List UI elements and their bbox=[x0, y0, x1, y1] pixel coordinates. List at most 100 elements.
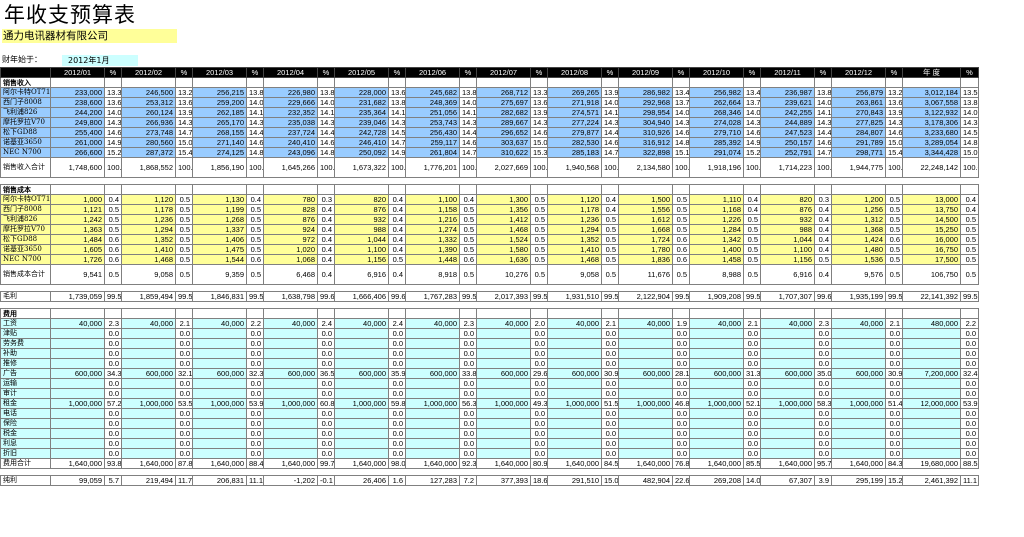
value-cell[interactable]: 1,156 bbox=[334, 254, 389, 265]
value-cell[interactable]: 1,856,190 bbox=[192, 157, 247, 178]
value-cell[interactable]: 1,268 bbox=[192, 214, 247, 225]
value-cell[interactable]: 285,392 bbox=[689, 137, 744, 148]
value-cell[interactable]: 256,430 bbox=[405, 127, 460, 138]
value-cell[interactable] bbox=[902, 358, 961, 369]
value-cell[interactable] bbox=[689, 338, 744, 349]
value-cell[interactable] bbox=[689, 388, 744, 399]
value-cell[interactable] bbox=[334, 408, 389, 419]
value-cell[interactable]: 270,843 bbox=[831, 107, 886, 118]
value-cell[interactable] bbox=[405, 428, 460, 439]
value-cell[interactable]: 1,714,223 bbox=[760, 157, 815, 178]
value-cell[interactable]: 240,410 bbox=[263, 137, 318, 148]
value-cell[interactable]: 1,000,000 bbox=[547, 398, 602, 409]
value-cell[interactable]: 282,530 bbox=[547, 137, 602, 148]
value-cell[interactable]: 259,200 bbox=[192, 97, 247, 108]
value-cell[interactable] bbox=[263, 408, 318, 419]
value-cell[interactable]: 40,000 bbox=[334, 318, 389, 329]
value-cell[interactable]: 600,000 bbox=[192, 368, 247, 379]
value-cell[interactable] bbox=[831, 338, 886, 349]
value-cell[interactable]: 10,276 bbox=[476, 264, 531, 285]
value-cell[interactable]: 99,059 bbox=[50, 475, 105, 486]
value-cell[interactable] bbox=[476, 408, 531, 419]
value-cell[interactable]: 268,346 bbox=[689, 107, 744, 118]
value-cell[interactable]: 261,804 bbox=[405, 147, 460, 158]
value-cell[interactable] bbox=[50, 428, 105, 439]
value-cell[interactable] bbox=[405, 408, 460, 419]
value-cell[interactable]: 277,224 bbox=[547, 117, 602, 128]
value-cell[interactable]: 1,000,000 bbox=[405, 398, 460, 409]
value-cell[interactable]: 600,000 bbox=[334, 368, 389, 379]
value-cell[interactable]: 3,067,558 bbox=[902, 97, 961, 108]
value-cell[interactable] bbox=[547, 438, 602, 449]
value-cell[interactable] bbox=[689, 358, 744, 369]
value-cell[interactable]: 1,605 bbox=[50, 244, 105, 255]
value-cell[interactable] bbox=[50, 348, 105, 359]
value-cell[interactable]: 2,461,392 bbox=[902, 475, 961, 486]
value-cell[interactable]: 277,825 bbox=[831, 117, 886, 128]
value-cell[interactable]: 262,664 bbox=[689, 97, 744, 108]
value-cell[interactable]: 235,364 bbox=[334, 107, 389, 118]
value-cell[interactable]: 1,612 bbox=[618, 214, 673, 225]
value-cell[interactable]: 1,918,196 bbox=[689, 157, 744, 178]
value-cell[interactable]: 9,058 bbox=[547, 264, 602, 285]
fiscal-year-input[interactable]: 2012年1月 bbox=[62, 55, 138, 66]
value-cell[interactable] bbox=[50, 338, 105, 349]
value-cell[interactable]: 600,000 bbox=[618, 368, 673, 379]
value-cell[interactable]: 250,157 bbox=[760, 137, 815, 148]
value-cell[interactable] bbox=[50, 408, 105, 419]
value-cell[interactable]: 1,000,000 bbox=[476, 398, 531, 409]
value-cell[interactable]: 1,640,000 bbox=[476, 458, 531, 469]
value-cell[interactable]: 480,000 bbox=[902, 318, 961, 329]
value-cell[interactable]: 2,122,904 bbox=[618, 291, 673, 302]
value-cell[interactable] bbox=[192, 428, 247, 439]
value-cell[interactable]: 1,776,201 bbox=[405, 157, 460, 178]
value-cell[interactable] bbox=[405, 338, 460, 349]
value-cell[interactable]: 1,868,552 bbox=[121, 157, 176, 178]
value-cell[interactable]: 246,500 bbox=[121, 87, 176, 98]
value-cell[interactable]: 1,640,000 bbox=[334, 458, 389, 469]
value-cell[interactable]: 1,640,000 bbox=[192, 458, 247, 469]
value-cell[interactable]: 924 bbox=[263, 224, 318, 235]
value-cell[interactable]: 282,682 bbox=[476, 107, 531, 118]
value-cell[interactable]: 1,368 bbox=[831, 224, 886, 235]
value-cell[interactable]: 600,000 bbox=[121, 368, 176, 379]
value-cell[interactable]: 274,028 bbox=[689, 117, 744, 128]
value-cell[interactable] bbox=[902, 348, 961, 359]
value-cell[interactable]: 876 bbox=[334, 204, 389, 215]
value-cell[interactable]: 1,342 bbox=[689, 234, 744, 245]
value-cell[interactable]: 1,448 bbox=[405, 254, 460, 265]
value-cell[interactable]: 1,337 bbox=[192, 224, 247, 235]
value-cell[interactable]: 268,712 bbox=[476, 87, 531, 98]
value-cell[interactable] bbox=[547, 358, 602, 369]
value-cell[interactable] bbox=[547, 428, 602, 439]
value-cell[interactable]: 271,918 bbox=[547, 97, 602, 108]
value-cell[interactable]: 249,800 bbox=[50, 117, 105, 128]
value-cell[interactable]: 316,912 bbox=[618, 137, 673, 148]
value-cell[interactable] bbox=[689, 428, 744, 439]
value-cell[interactable] bbox=[831, 438, 886, 449]
value-cell[interactable] bbox=[831, 408, 886, 419]
value-cell[interactable]: 1,406 bbox=[192, 234, 247, 245]
value-cell[interactable] bbox=[760, 388, 815, 399]
value-cell[interactable] bbox=[476, 388, 531, 399]
value-cell[interactable]: 1,666,406 bbox=[334, 291, 389, 302]
value-cell[interactable] bbox=[618, 408, 673, 419]
value-cell[interactable] bbox=[902, 438, 961, 449]
value-cell[interactable]: 600,000 bbox=[547, 368, 602, 379]
value-cell[interactable]: 259,117 bbox=[405, 137, 460, 148]
value-cell[interactable]: 600,000 bbox=[50, 368, 105, 379]
value-cell[interactable] bbox=[50, 418, 105, 429]
value-cell[interactable] bbox=[902, 448, 961, 459]
value-cell[interactable] bbox=[476, 348, 531, 359]
value-cell[interactable]: 9,359 bbox=[192, 264, 247, 285]
value-cell[interactable]: 1,000,000 bbox=[334, 398, 389, 409]
value-cell[interactable]: 245,682 bbox=[405, 87, 460, 98]
value-cell[interactable]: 1,673,322 bbox=[334, 157, 389, 178]
value-cell[interactable] bbox=[121, 408, 176, 419]
value-cell[interactable] bbox=[902, 408, 961, 419]
value-cell[interactable]: 40,000 bbox=[476, 318, 531, 329]
value-cell[interactable]: 1,859,494 bbox=[121, 291, 176, 302]
value-cell[interactable] bbox=[689, 408, 744, 419]
value-cell[interactable] bbox=[831, 428, 886, 439]
value-cell[interactable] bbox=[263, 338, 318, 349]
